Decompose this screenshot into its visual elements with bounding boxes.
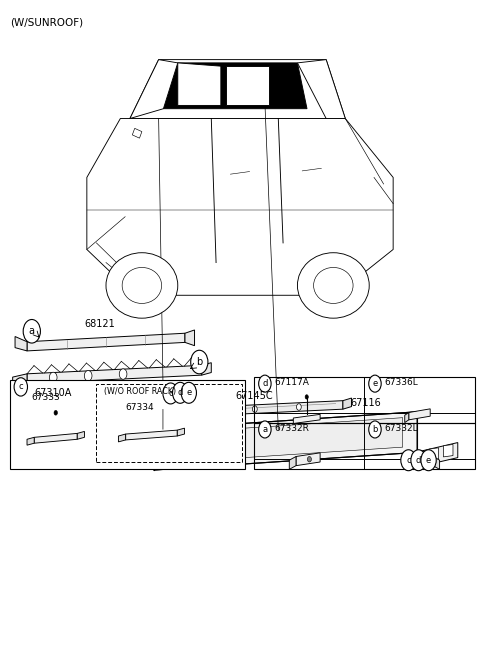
- Text: 67333: 67333: [32, 394, 60, 403]
- Circle shape: [418, 457, 421, 462]
- Circle shape: [181, 382, 196, 403]
- Polygon shape: [343, 398, 351, 409]
- Polygon shape: [15, 337, 27, 351]
- Bar: [254, 377, 475, 423]
- Circle shape: [191, 350, 208, 374]
- Circle shape: [421, 450, 436, 471]
- Text: d: d: [262, 379, 267, 388]
- Bar: [254, 423, 475, 469]
- Polygon shape: [433, 457, 440, 469]
- Polygon shape: [130, 60, 178, 119]
- Text: 67310A: 67310A: [34, 388, 72, 398]
- Bar: [96, 384, 242, 462]
- Circle shape: [307, 457, 312, 462]
- Text: e: e: [372, 379, 378, 388]
- Polygon shape: [163, 63, 307, 109]
- Polygon shape: [27, 333, 185, 351]
- Polygon shape: [132, 129, 142, 138]
- Circle shape: [119, 369, 127, 379]
- Polygon shape: [175, 418, 403, 462]
- Text: 67145C: 67145C: [235, 392, 273, 401]
- Circle shape: [49, 372, 57, 382]
- Text: e: e: [426, 456, 431, 464]
- Polygon shape: [77, 432, 84, 440]
- Text: 67334: 67334: [125, 403, 154, 412]
- Text: 67116: 67116: [350, 398, 381, 408]
- Text: 68121: 68121: [84, 319, 115, 329]
- Circle shape: [172, 382, 188, 403]
- Polygon shape: [293, 415, 320, 424]
- Bar: [10, 380, 245, 469]
- Text: c: c: [168, 389, 173, 398]
- Text: (W/SUNROOF): (W/SUNROOF): [10, 17, 84, 27]
- Polygon shape: [444, 445, 453, 457]
- Polygon shape: [154, 412, 417, 470]
- Polygon shape: [409, 409, 430, 420]
- Polygon shape: [429, 448, 439, 461]
- Polygon shape: [126, 430, 177, 440]
- Text: d: d: [178, 388, 183, 398]
- Polygon shape: [87, 119, 393, 295]
- Polygon shape: [298, 60, 345, 119]
- Polygon shape: [226, 66, 269, 106]
- Text: c: c: [19, 382, 23, 392]
- Circle shape: [305, 395, 308, 399]
- Circle shape: [411, 450, 426, 471]
- Circle shape: [14, 378, 27, 396]
- Polygon shape: [27, 438, 34, 445]
- Polygon shape: [409, 453, 433, 466]
- Circle shape: [23, 319, 40, 343]
- Polygon shape: [34, 434, 77, 443]
- Text: b: b: [196, 357, 203, 367]
- Circle shape: [208, 408, 213, 415]
- Ellipse shape: [298, 253, 369, 318]
- Circle shape: [54, 411, 58, 415]
- Ellipse shape: [122, 268, 162, 304]
- Text: a: a: [263, 425, 267, 434]
- Circle shape: [369, 375, 381, 392]
- Polygon shape: [415, 451, 424, 464]
- Polygon shape: [177, 428, 184, 436]
- Text: 67332L: 67332L: [384, 424, 418, 433]
- Text: b: b: [372, 425, 378, 434]
- Circle shape: [163, 383, 178, 404]
- Polygon shape: [185, 330, 194, 346]
- Circle shape: [164, 410, 169, 417]
- Polygon shape: [123, 401, 343, 420]
- Polygon shape: [296, 453, 320, 466]
- Circle shape: [369, 421, 381, 438]
- Ellipse shape: [106, 253, 178, 318]
- Polygon shape: [27, 365, 202, 384]
- Text: 67332R: 67332R: [275, 424, 309, 433]
- Text: d: d: [416, 456, 421, 464]
- Ellipse shape: [313, 268, 353, 304]
- Text: 67117A: 67117A: [275, 378, 309, 387]
- Circle shape: [252, 406, 257, 413]
- Circle shape: [401, 450, 416, 471]
- Polygon shape: [12, 374, 27, 387]
- Polygon shape: [178, 63, 221, 106]
- Circle shape: [259, 375, 271, 392]
- Text: c: c: [406, 456, 411, 464]
- Circle shape: [259, 421, 271, 438]
- Polygon shape: [405, 413, 409, 422]
- Polygon shape: [410, 443, 458, 469]
- Text: e: e: [186, 388, 192, 398]
- Polygon shape: [113, 411, 123, 422]
- Polygon shape: [130, 60, 345, 119]
- Polygon shape: [289, 457, 296, 469]
- Polygon shape: [202, 363, 211, 375]
- Text: a: a: [29, 326, 35, 337]
- Polygon shape: [119, 434, 126, 442]
- Circle shape: [297, 403, 301, 410]
- Text: 67336L: 67336L: [384, 378, 418, 387]
- Circle shape: [84, 371, 92, 381]
- Text: (W/O ROOF RACK): (W/O ROOF RACK): [104, 387, 176, 396]
